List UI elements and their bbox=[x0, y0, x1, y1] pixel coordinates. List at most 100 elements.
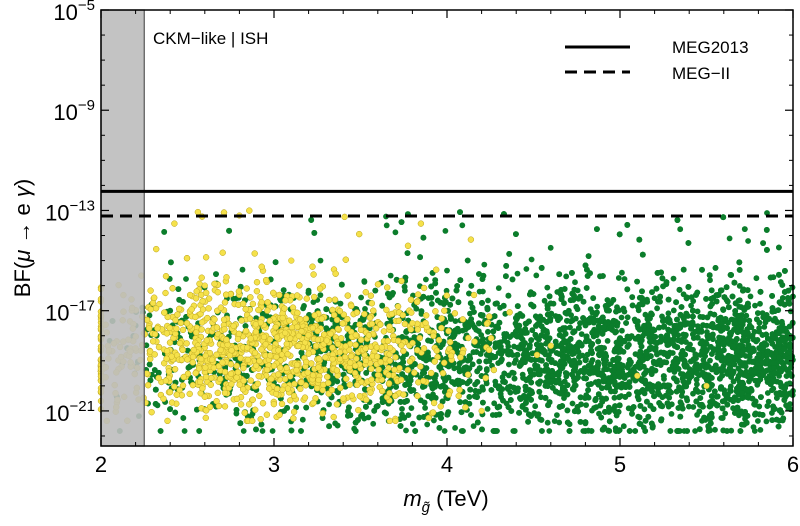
green-points-point bbox=[692, 428, 698, 434]
green-points-point bbox=[745, 342, 752, 349]
green-points-point bbox=[721, 294, 728, 300]
green-points-point bbox=[421, 399, 428, 406]
green-points-point bbox=[514, 270, 521, 277]
green-points-point bbox=[298, 428, 304, 434]
green-points-point bbox=[746, 322, 753, 329]
green-points-point bbox=[658, 333, 664, 340]
green-points-point bbox=[621, 276, 628, 282]
green-points-point bbox=[752, 410, 759, 417]
green-points-point bbox=[652, 333, 659, 340]
green-points-point bbox=[679, 352, 685, 359]
green-points-point bbox=[181, 428, 188, 434]
green-points-point bbox=[725, 304, 732, 311]
green-points-point bbox=[284, 405, 290, 411]
green-points-point bbox=[639, 387, 646, 393]
green-points-point bbox=[688, 302, 694, 309]
green-points-point bbox=[708, 295, 715, 302]
green-points-point bbox=[468, 282, 475, 289]
green-points-point bbox=[501, 370, 508, 377]
green-points-point bbox=[621, 338, 628, 345]
green-points-point bbox=[606, 408, 612, 415]
green-points-point bbox=[637, 348, 644, 355]
green-points-point bbox=[626, 379, 633, 385]
green-points-point bbox=[558, 291, 564, 298]
green-points-point bbox=[458, 409, 465, 416]
green-points-point bbox=[728, 427, 735, 434]
green-points-point bbox=[161, 229, 168, 235]
green-points-point bbox=[393, 383, 399, 390]
green-points-point bbox=[183, 276, 189, 282]
green-points-point bbox=[511, 360, 518, 366]
green-points-point bbox=[747, 375, 754, 382]
green-points-point bbox=[592, 311, 599, 318]
green-points-point bbox=[720, 340, 727, 347]
green-points-point bbox=[535, 411, 542, 418]
green-points-point bbox=[623, 320, 629, 326]
green-points-point bbox=[676, 286, 683, 293]
green-points-point bbox=[658, 338, 664, 344]
green-points-point bbox=[700, 314, 706, 320]
green-points-point bbox=[665, 389, 672, 395]
green-points-point bbox=[404, 250, 411, 256]
green-points-point bbox=[551, 418, 558, 424]
green-points-point bbox=[665, 326, 672, 333]
green-points-point bbox=[598, 344, 605, 351]
green-points-point bbox=[736, 283, 743, 289]
green-points-point bbox=[522, 340, 528, 346]
green-points-point bbox=[534, 341, 540, 348]
green-points-point bbox=[618, 314, 625, 321]
green-points-point bbox=[431, 417, 437, 424]
green-points-point bbox=[429, 385, 436, 392]
green-points-point bbox=[754, 379, 761, 386]
green-points-point bbox=[337, 300, 344, 307]
green-points-point bbox=[731, 279, 738, 286]
green-points-point bbox=[659, 275, 666, 282]
green-points-point bbox=[678, 304, 685, 310]
green-points-point bbox=[433, 289, 439, 296]
green-points-point bbox=[424, 421, 431, 428]
green-points-point bbox=[401, 414, 408, 421]
green-points-point bbox=[622, 394, 629, 400]
green-points-point bbox=[568, 312, 574, 318]
green-points-point bbox=[780, 363, 787, 370]
green-points-point bbox=[755, 418, 761, 424]
green-points-point bbox=[484, 352, 490, 358]
green-points-point bbox=[564, 407, 571, 414]
green-points-point bbox=[595, 391, 602, 398]
green-points-point bbox=[585, 253, 592, 259]
green-points-point bbox=[647, 338, 654, 345]
green-points-point bbox=[715, 342, 722, 349]
green-points-point bbox=[779, 282, 786, 288]
green-points-point bbox=[545, 378, 552, 384]
green-points-point bbox=[484, 306, 491, 313]
green-points-point bbox=[439, 398, 446, 405]
green-points-point bbox=[688, 325, 694, 332]
green-points-point bbox=[363, 370, 370, 376]
green-points-point bbox=[253, 426, 259, 433]
green-points-point bbox=[751, 428, 758, 434]
green-points-point bbox=[672, 361, 679, 368]
green-points-point bbox=[656, 324, 662, 331]
green-points-point bbox=[492, 354, 498, 360]
green-points-point bbox=[308, 217, 315, 223]
green-points-point bbox=[418, 308, 425, 314]
green-points-point bbox=[764, 390, 771, 396]
green-points-point bbox=[781, 289, 788, 295]
green-points-point bbox=[259, 428, 266, 434]
green-points-point bbox=[544, 284, 551, 291]
green-points-point bbox=[770, 385, 777, 392]
green-points-point bbox=[693, 292, 699, 298]
green-points-point bbox=[660, 373, 667, 379]
green-points-point bbox=[781, 301, 788, 308]
green-points-point bbox=[543, 328, 550, 335]
green-points-point bbox=[485, 297, 491, 304]
green-points-point bbox=[459, 379, 466, 385]
green-points-point bbox=[649, 289, 655, 295]
green-points-point bbox=[506, 361, 512, 368]
green-points-point bbox=[653, 285, 660, 292]
green-points-point bbox=[694, 308, 701, 315]
green-points-point bbox=[763, 418, 770, 425]
green-points-point bbox=[615, 275, 622, 281]
green-points-point bbox=[420, 234, 427, 241]
green-points-point bbox=[544, 383, 551, 389]
